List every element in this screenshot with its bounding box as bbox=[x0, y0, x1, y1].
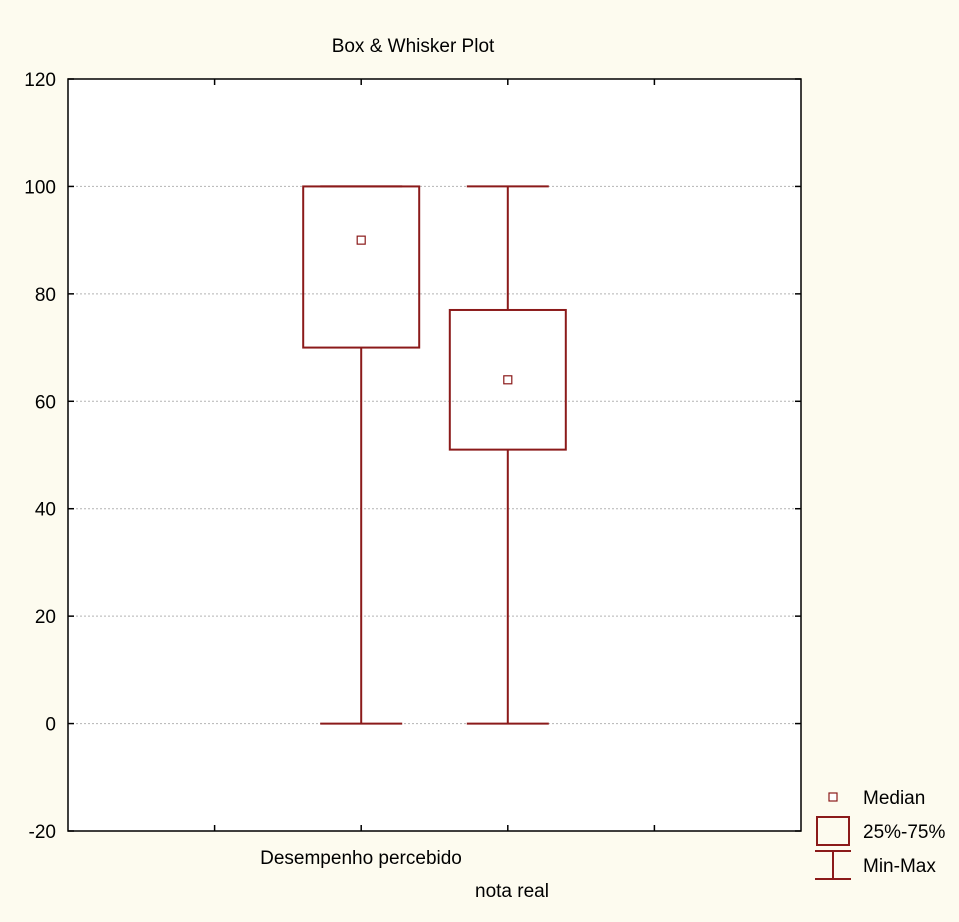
median-marker bbox=[356, 235, 366, 245]
box-2: nota real bbox=[448, 185, 567, 902]
y-tick-label: -20 bbox=[29, 822, 56, 843]
legend-item-whisker: Min-Max bbox=[815, 850, 936, 880]
legend-box-symbol bbox=[816, 816, 850, 846]
chart-title: Box & Whisker Plot bbox=[332, 36, 495, 57]
y-tick-label: 100 bbox=[24, 177, 56, 198]
y-tick-label: 120 bbox=[24, 70, 56, 91]
legend-median-symbol bbox=[828, 792, 838, 802]
legend-item-box: 25%-75% bbox=[816, 816, 945, 846]
legend: Median 25%-75% Min-Max bbox=[815, 788, 945, 880]
legend-label: Median bbox=[863, 788, 925, 809]
box-1: Desempenho percebido bbox=[260, 185, 462, 869]
boxes: Desempenho percebido nota real bbox=[260, 185, 567, 902]
category-label: Desempenho percebido bbox=[260, 848, 462, 869]
category-label: nota real bbox=[475, 881, 549, 902]
axes: -20 0 20 40 60 80 100 120 bbox=[24, 70, 801, 843]
iqr-box bbox=[448, 308, 567, 451]
legend-item-median: Median bbox=[828, 788, 925, 809]
plot-area bbox=[67, 78, 802, 832]
y-tick-label: 40 bbox=[35, 500, 56, 521]
iqr-box bbox=[302, 185, 421, 349]
y-tick-label: 60 bbox=[35, 392, 56, 413]
legend-label: Min-Max bbox=[863, 856, 936, 877]
y-tick-label: 20 bbox=[35, 607, 56, 628]
y-tick-label: 0 bbox=[45, 715, 56, 736]
median-marker bbox=[503, 375, 513, 385]
y-tick-label: 80 bbox=[35, 285, 56, 306]
legend-label: 25%-75% bbox=[863, 822, 945, 843]
